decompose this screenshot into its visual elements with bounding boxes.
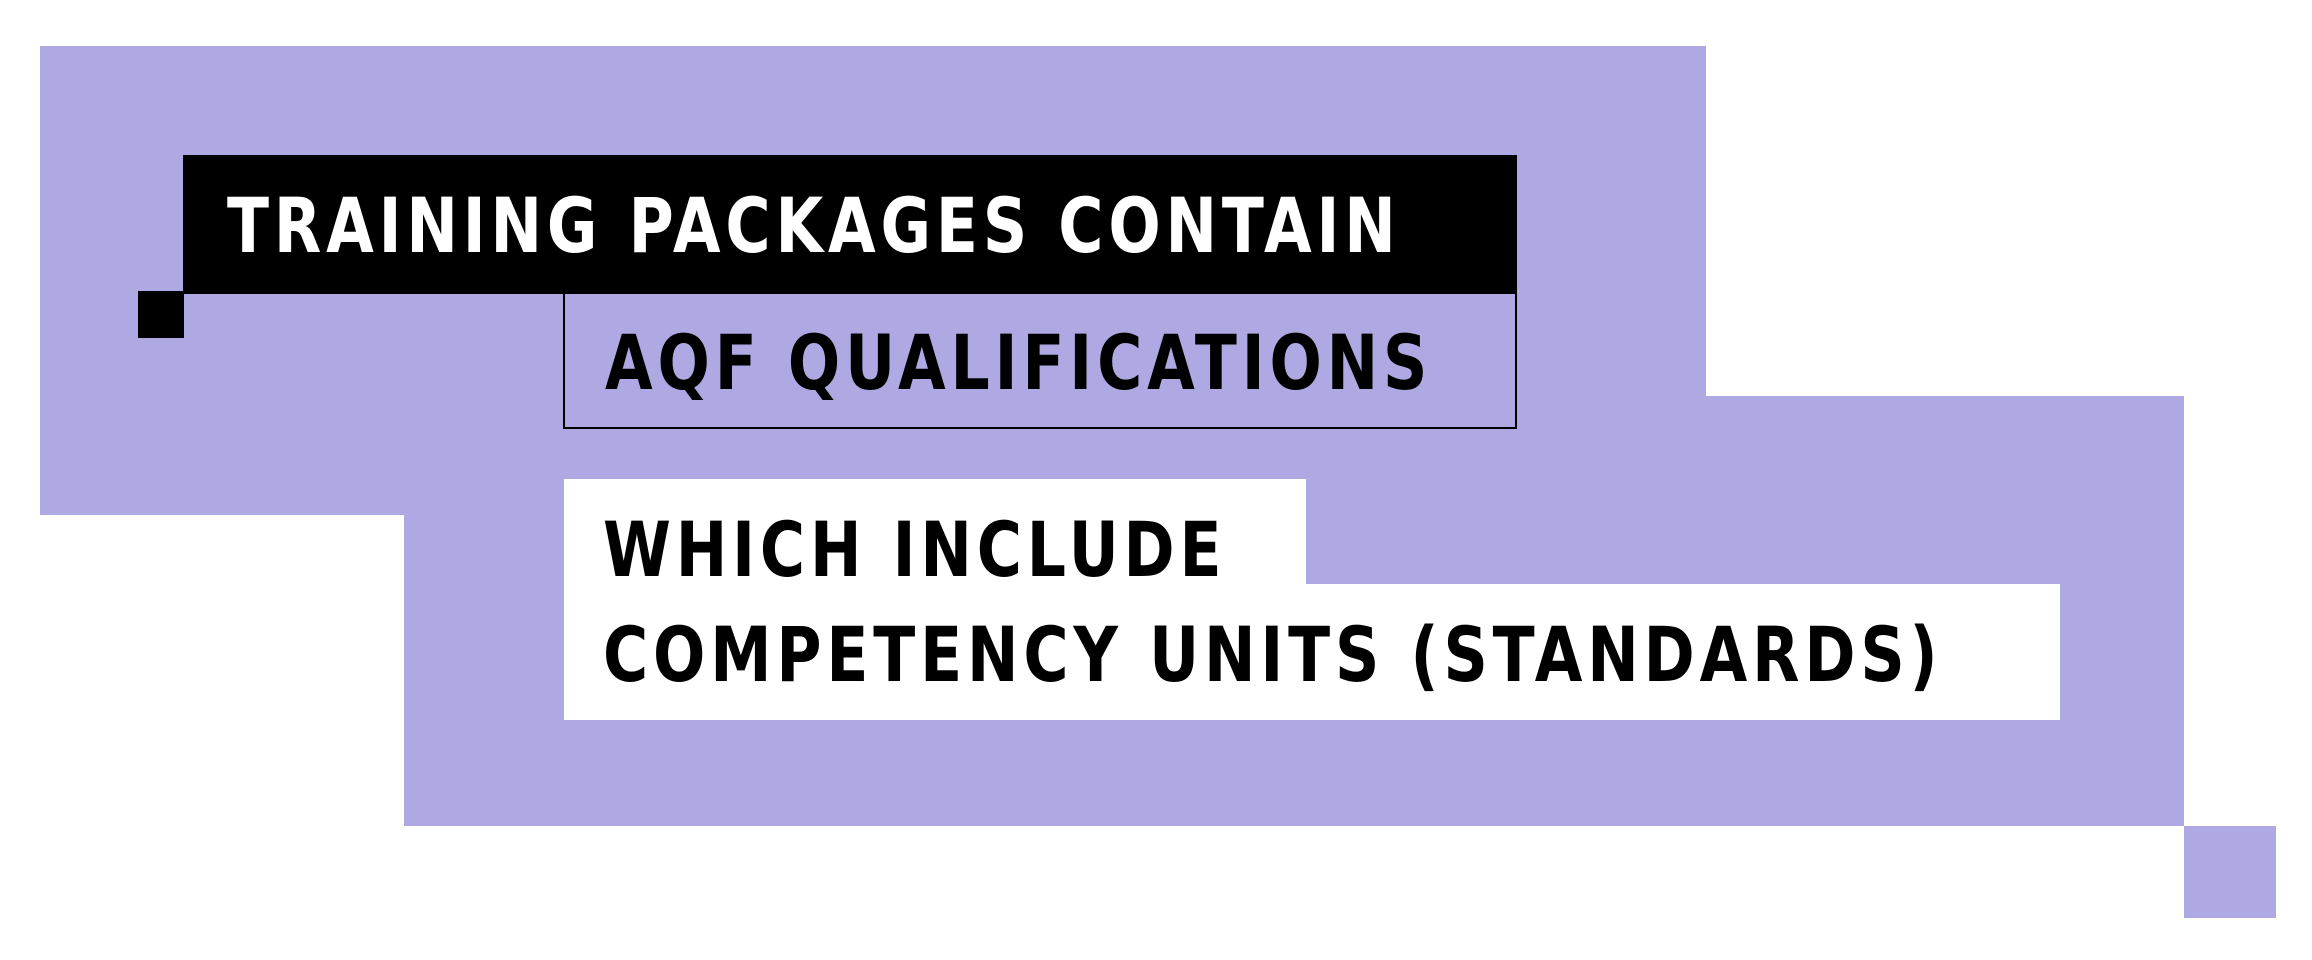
- competency-units-label: COMPETENCY UNITS (STANDARDS): [564, 584, 2060, 720]
- corner-square-accent: [2184, 826, 2276, 918]
- aqf-qualifications-label: AQF QUALIFICATIONS: [563, 293, 1517, 429]
- competency-units-text: COMPETENCY UNITS (STANDARDS): [603, 610, 1943, 699]
- which-include-text: WHICH INCLUDE: [603, 505, 1227, 594]
- corner-square-dark: [138, 291, 184, 338]
- training-packages-label: TRAINING PACKAGES CONTAIN: [183, 155, 1517, 294]
- which-include-label: WHICH INCLUDE: [564, 479, 1306, 589]
- aqf-qualifications-text: AQF QUALIFICATIONS: [605, 318, 1433, 407]
- training-packages-text: TRAINING PACKAGES CONTAIN: [227, 181, 1401, 270]
